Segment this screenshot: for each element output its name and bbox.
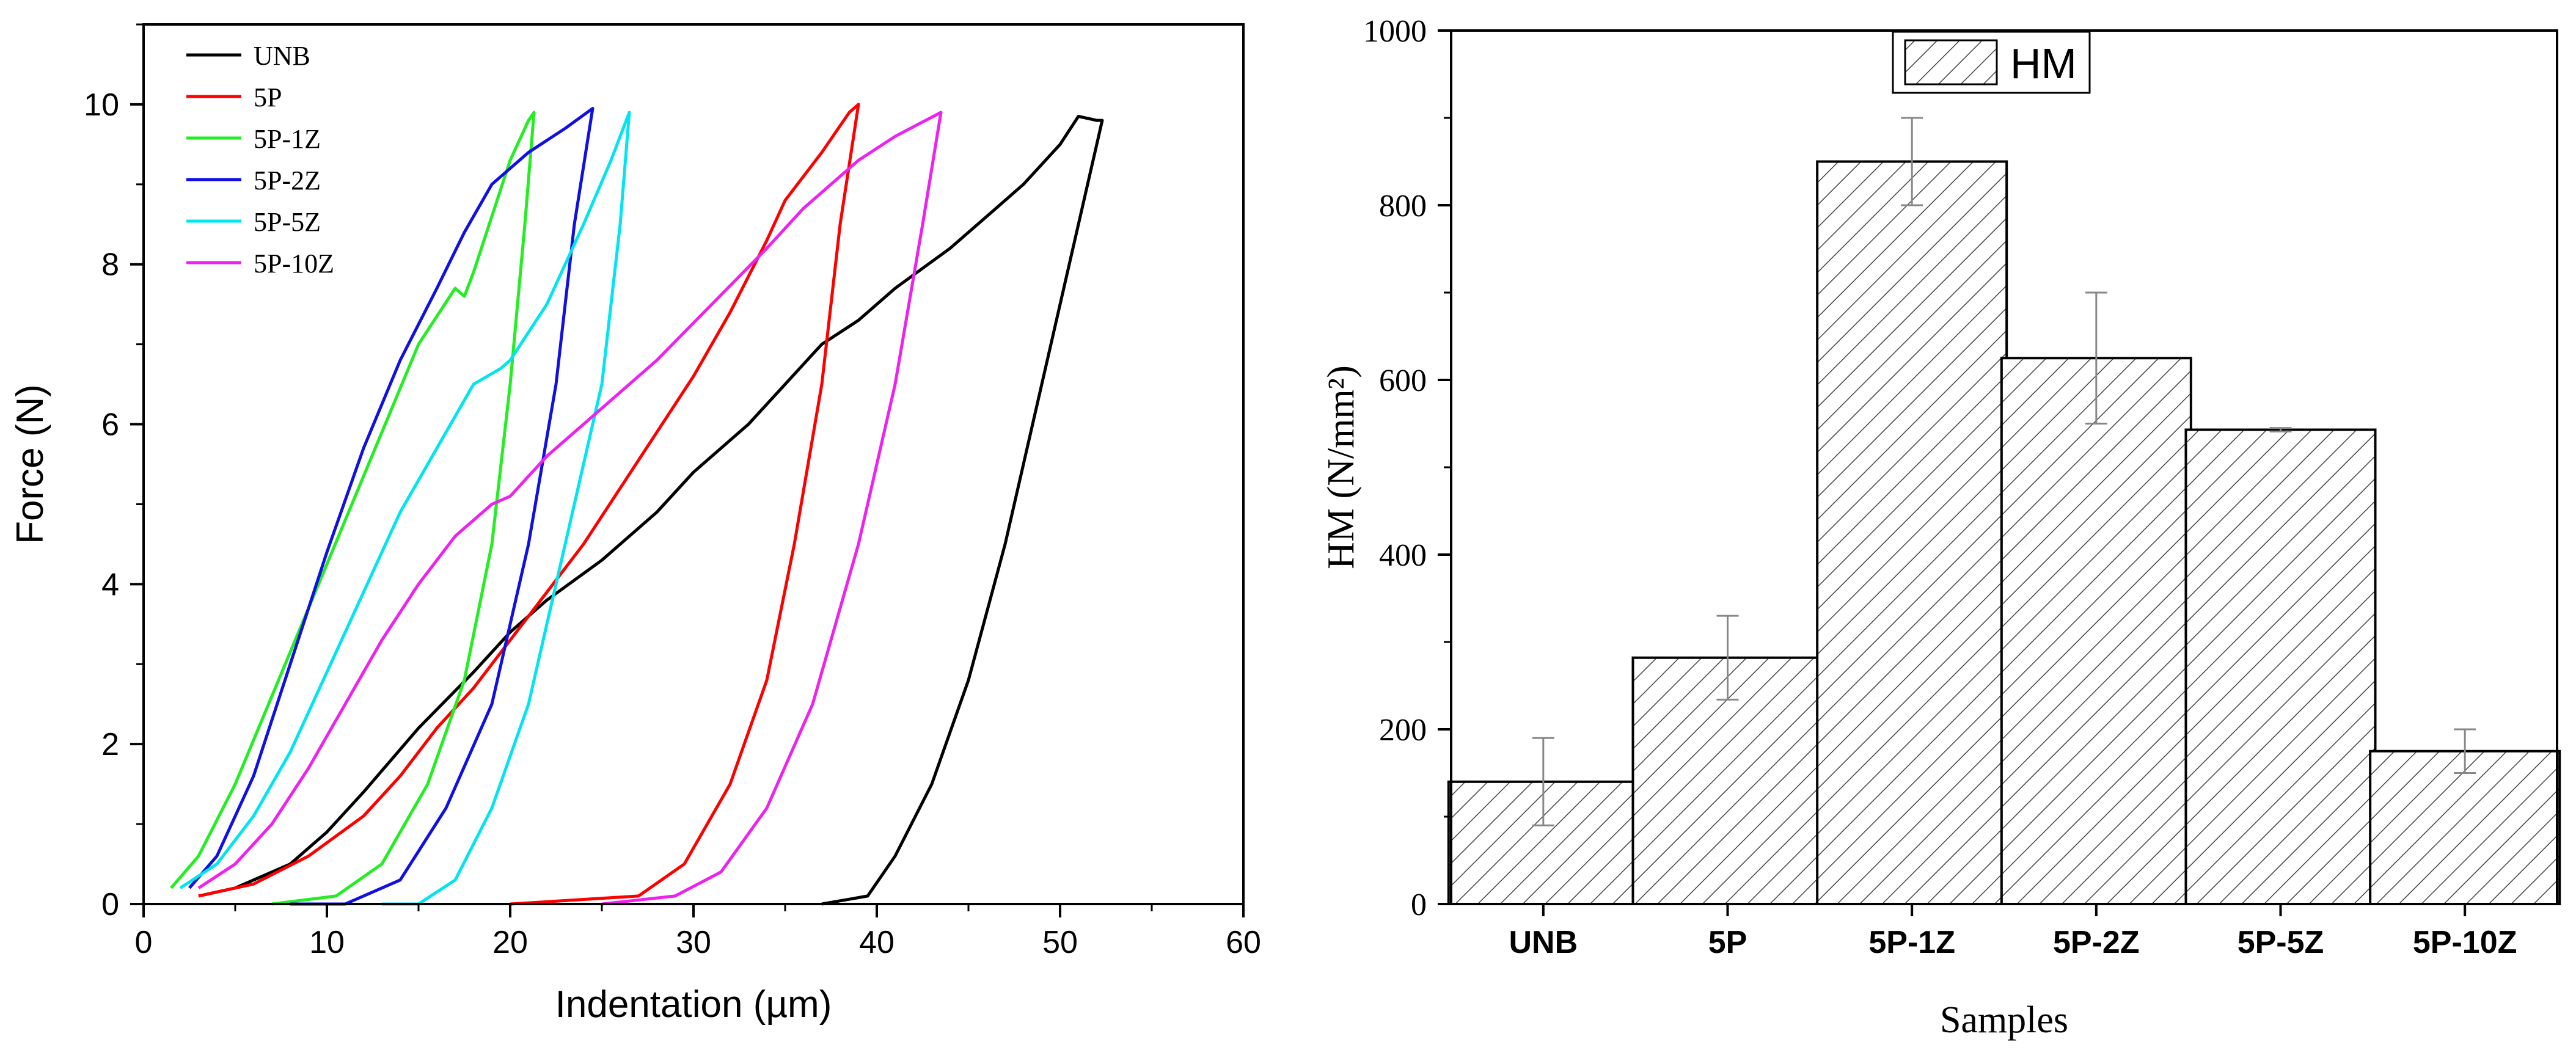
x-tick-label: 5P-1Z [1868,925,1955,960]
x-axis-label: Indentation (µm) [555,983,832,1026]
legend: HM [1892,31,2091,94]
legend-swatch [1904,39,1998,86]
curve-5p-2z [188,107,595,906]
y-axis-label: Force (N) [9,384,51,544]
y-tick-label: 400 [1379,538,1427,573]
bar-5p-1z [1816,160,2008,905]
x-tick-label: 10 [309,925,345,960]
legend: UNB 5P 5P-1Z 5P-2Z 5P-5Z 5P-10Z [186,41,334,279]
x-tick-label: 5P-2Z [2053,925,2140,960]
y-tick-label: 600 [1379,363,1427,398]
curves [170,103,1104,906]
x-tick-label: 30 [676,925,711,960]
x-tick-label: 50 [1042,925,1078,960]
y-tick-label: 6 [101,407,119,443]
curve-5p-10z [197,111,943,906]
y-tick-label: 800 [1379,189,1427,224]
y-axis-label: HM (N/mm²) [1320,365,1362,569]
y-tick-label: 10 [84,87,119,123]
y-tick-label: 2 [101,727,119,762]
bar-5p-5z [2184,428,2377,905]
curve-5p-5z [179,111,631,906]
hm-bar-chart: 0 200 400 600 800 1000 UNB 5P 5P-1Z 5P-2Z 5P-5Z 5P-… [1320,14,2561,1041]
legend-label: 5P-2Z [254,166,321,195]
x-tick-label: 40 [859,925,895,960]
y-tick-label: 4 [101,567,119,602]
y-tick-label: 8 [101,247,119,283]
x-tick-label: 5P [1708,925,1747,960]
y-tick-label: 200 [1379,713,1427,748]
x-tick-label: 20 [492,925,528,960]
y-tick-label: 0 [1411,888,1427,922]
legend-label: 5P-5Z [254,207,321,237]
x-axis-label: Samples [1940,999,2068,1041]
bar-5p-2z [2000,357,2192,905]
curve-5p-1z [170,111,536,906]
legend-label: 5P-1Z [254,124,321,154]
x-tick-label: UNB [1509,925,1578,960]
curve-5p [198,103,860,906]
x-tick-label: 60 [1226,925,1261,960]
x-tick-label: 0 [135,925,153,960]
x-tick-label: 5P-10Z [2413,925,2517,960]
bar-5p-10z [2369,749,2561,905]
y-tick-label: 1000 [1363,14,1427,49]
x-tick-label: 5P-5Z [2238,925,2324,960]
legend-label: 5P [254,82,282,112]
curve-unb [198,115,1104,906]
axis-ticks: 0 200 400 600 800 1000 UNB 5P 5P-1Z 5P-2Z 5P-5Z 5P-… [1363,14,2517,960]
y-tick-label: 0 [101,887,119,922]
legend-label: UNB [254,41,310,71]
plot-frame [142,23,1245,905]
force-indentation-chart: 0 10 20 30 40 50 60 0 2 4 6 8 10 UNB 5P 5P-1Z 5P-2Z 5P-5… [9,23,1261,1026]
legend-label: HM [2010,40,2077,87]
bars [1447,117,2561,906]
axis-ticks: 0 10 20 30 40 50 60 0 2 4 6 8 10 [84,23,1261,960]
legend-label: 5P-10Z [254,249,334,279]
